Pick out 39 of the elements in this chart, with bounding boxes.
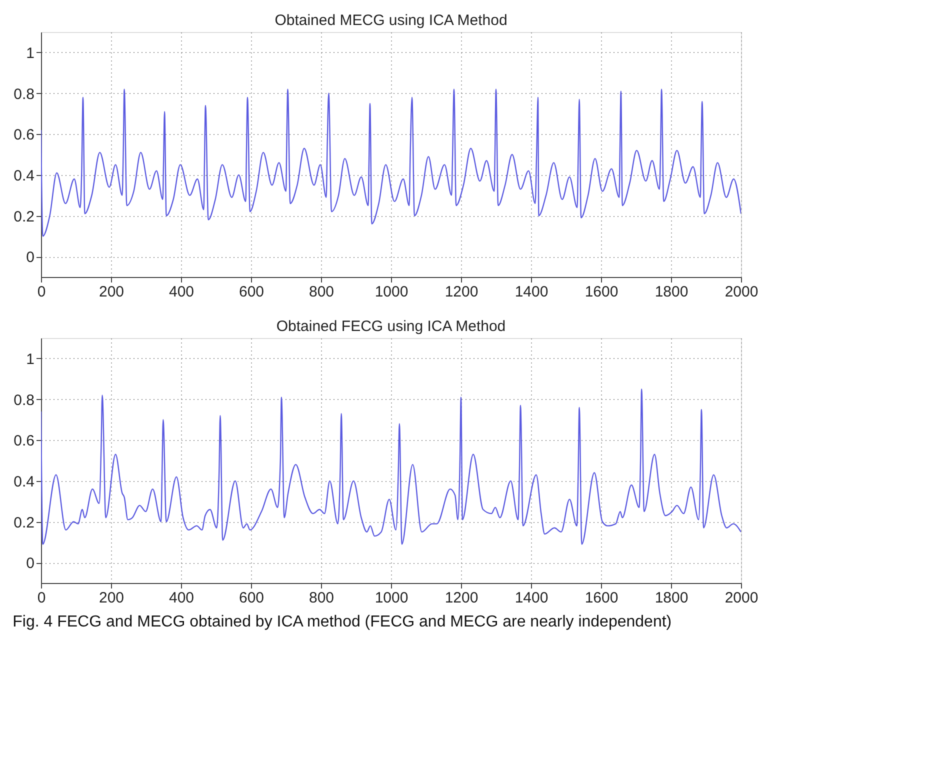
x-tick-label: 1200: [444, 284, 478, 300]
chart-title: Obtained MECG using ICA Method: [274, 12, 508, 29]
x-tick-label: 1000: [374, 590, 408, 606]
y-tick-label: 1: [26, 350, 34, 368]
x-tick-label: 0: [37, 590, 46, 606]
line-series: [41, 88, 741, 237]
x-tick-label: 1800: [654, 590, 688, 606]
y-tick-label: 0.4: [14, 167, 34, 184]
y-tick-label: 0: [26, 249, 34, 266]
y-tick-label: 0.2: [14, 514, 34, 532]
chart-title: Obtained FECG using ICA Method: [276, 318, 506, 335]
x-tick-label: 600: [238, 284, 264, 300]
x-tick-label: 1400: [514, 284, 548, 300]
line-series: [41, 388, 741, 545]
x-tick-label: 0: [37, 284, 46, 300]
x-tick-label: 200: [98, 284, 124, 300]
x-tick-label: 400: [168, 284, 194, 300]
y-tick-label: 0.4: [14, 473, 34, 490]
x-tick-label: 800: [308, 284, 334, 300]
x-tick-label: 200: [98, 590, 124, 606]
y-tick-label: 0: [26, 555, 34, 572]
caption: Fig. 4 FECG and MECG obtained by ICA method (FECG and MECG are nearly independent): [12, 614, 672, 630]
x-tick-label: 1000: [374, 284, 408, 300]
x-tick-label: 1200: [444, 590, 478, 606]
x-tick-label: 2000: [724, 590, 758, 606]
y-tick-label: 0.6: [14, 126, 34, 144]
y-tick-label: 0.8: [14, 86, 34, 103]
x-tick-label: 1400: [514, 590, 548, 606]
y-tick-label: 1: [26, 44, 34, 62]
y-tick-label: 0.8: [14, 392, 34, 409]
x-tick-label: 1600: [584, 590, 618, 606]
x-tick-label: 800: [308, 590, 334, 606]
y-tick-label: 0.2: [14, 208, 34, 226]
x-tick-label: 1800: [654, 284, 688, 300]
y-tick-label: 0.6: [14, 432, 34, 450]
x-tick-label: 2000: [724, 284, 758, 300]
x-tick-label: 1600: [584, 284, 618, 300]
x-tick-label: 400: [168, 590, 194, 606]
x-tick-label: 600: [238, 590, 264, 606]
